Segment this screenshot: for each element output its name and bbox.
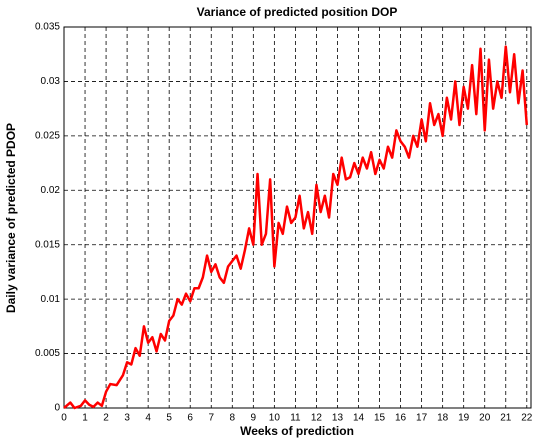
x-tick-label: 5 <box>166 413 172 424</box>
x-axis-label: Weeks of prediction <box>240 424 354 438</box>
x-tick-label: 2 <box>103 413 109 424</box>
x-tick-label: 7 <box>208 413 214 424</box>
x-tick-label: 1 <box>82 413 88 424</box>
y-tick-label: 0.035 <box>35 22 60 33</box>
x-tick-label: 14 <box>353 413 365 424</box>
x-tick-label: 4 <box>145 413 151 424</box>
y-tick-label: 0.01 <box>41 294 61 305</box>
x-tick-label: 19 <box>458 413 470 424</box>
y-axis-label: Daily variance of predicted PDOP <box>4 123 18 313</box>
x-tick-label: 11 <box>290 413 301 424</box>
x-tick-label: 13 <box>332 413 344 424</box>
x-tick-label: 22 <box>521 413 533 424</box>
x-tick-label: 8 <box>230 413 236 424</box>
plot-frame <box>63 26 532 409</box>
y-tick-label: 0.015 <box>35 239 60 250</box>
y-tick-label: 0.005 <box>35 348 60 359</box>
x-tick-label: 9 <box>251 413 257 424</box>
y-tick-label: 0 <box>54 403 60 414</box>
x-tick-label: 12 <box>311 413 323 424</box>
x-tick-label: 6 <box>187 413 193 424</box>
chart-title: Variance of predicted position DOP <box>197 5 398 19</box>
x-tick-label: 18 <box>437 413 449 424</box>
x-tick-label: 20 <box>479 413 491 424</box>
x-tick-label: 10 <box>269 413 281 424</box>
x-tick-label: 0 <box>61 413 67 424</box>
x-tick-label: 16 <box>395 413 407 424</box>
data-line <box>63 45 529 410</box>
y-tick-label: 0.03 <box>41 76 61 87</box>
x-tick-label: 15 <box>374 413 386 424</box>
x-tick-label: 17 <box>416 413 428 424</box>
x-tick-label: 21 <box>500 413 512 424</box>
y-tick-label: 0.025 <box>35 130 60 141</box>
x-tick-label: 3 <box>124 413 130 424</box>
y-tick-label: 0.02 <box>41 185 61 196</box>
